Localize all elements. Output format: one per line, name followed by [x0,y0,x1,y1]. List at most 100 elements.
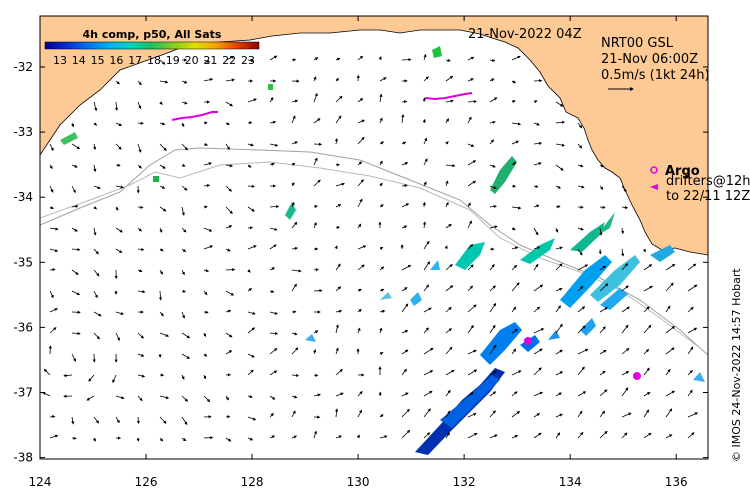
current-arrow [115,248,123,253]
current-arrow [203,59,211,63]
current-arrow [269,435,276,439]
current-arrow [577,306,586,313]
current-arrow [115,227,123,233]
current-arrow [63,373,73,378]
current-arrow [489,225,498,229]
current-arrow [269,227,278,231]
current-arrow [533,306,541,313]
current-arrow [445,369,455,376]
current-arrow [225,185,232,192]
current-arrow [555,349,563,355]
current-arrow [313,349,317,355]
current-arrow [203,332,207,338]
current-arrow [357,179,364,187]
current-arrow [357,327,361,334]
current-arrow [599,370,606,376]
x-tick-label: 134 [559,475,582,489]
current-arrow [247,206,255,212]
current-arrow [247,437,254,441]
current-arrow [555,143,566,147]
current-arrow [533,413,541,418]
current-arrow [489,302,497,313]
current-arrow [269,370,278,376]
colorbar-tick: 23 [241,54,255,67]
current-arrow [445,75,454,82]
current-arrow [621,412,632,418]
current-arrow [247,394,253,399]
current-arrow [357,390,363,397]
current-arrow [401,429,411,439]
current-arrow [401,264,412,271]
current-arrow [511,184,517,188]
current-arrow [687,284,698,292]
current-arrow [357,55,364,61]
current-arrow [313,268,319,272]
current-arrow [49,290,54,299]
current-arrow [71,353,76,362]
current-arrow [181,101,188,105]
current-arrow [445,346,453,355]
current-arrow [71,247,81,252]
current-arrow [643,367,650,376]
current-arrow [181,269,185,276]
current-arrow [313,289,323,293]
current-arrow [291,246,299,251]
current-arrow [269,120,277,124]
current-arrow [379,93,383,103]
current-arrow [137,80,142,86]
current-arrow [467,264,474,271]
current-arrow [159,59,166,65]
current-arrow [643,409,650,418]
current-arrow [269,204,280,209]
current-arrow [379,160,383,166]
current-arrow [599,389,608,397]
current-arrow [181,332,191,339]
argo-symbol [650,166,658,174]
current-arrow [49,227,59,231]
current-arrow [489,185,497,190]
current-arrow [423,53,427,61]
current-arrow [49,415,56,419]
current-arrow [511,80,517,84]
current-arrow [577,143,583,149]
current-arrow [269,143,279,147]
current-arrow [401,408,410,418]
current-arrow [291,115,296,124]
current-arrow [422,201,426,208]
current-arrow [555,371,564,376]
current-arrow [423,181,427,187]
current-arrow [445,164,456,168]
current-arrow [621,371,630,376]
argo-label: Argo [665,164,700,179]
current-arrow [533,141,543,145]
current-arrow [467,304,477,313]
current-arrow [621,387,629,397]
current-arrow [687,346,694,355]
current-legend: NRT00 GSL 21-Nov 06:00Z 0.5m/s (1kt 24h) [601,36,710,91]
current-arrow [511,410,521,418]
current-arrow [203,245,214,250]
current-arrow [445,118,449,124]
current-arrow [313,221,317,229]
current-arrow [555,101,564,107]
current-arrow [203,374,207,380]
current-arrow [115,80,120,85]
current-arrow [423,158,428,166]
current-arrow [467,56,475,61]
current-arrow [269,331,279,336]
current-arrow [643,348,650,355]
current-arrow [665,434,673,439]
current-arrow [379,204,384,208]
colorbar-tick: 13 [53,54,67,67]
current-arrow [49,308,58,313]
current-arrow [291,332,298,336]
current-arrow [269,267,276,271]
current-arrow [291,221,298,229]
current-arrow [159,101,163,105]
current-arrow [291,347,299,355]
current-arrow [687,432,695,439]
current-arrow [379,309,386,313]
current-arrow [577,122,583,129]
current-arrow [621,348,630,355]
current-arrow [49,268,56,272]
